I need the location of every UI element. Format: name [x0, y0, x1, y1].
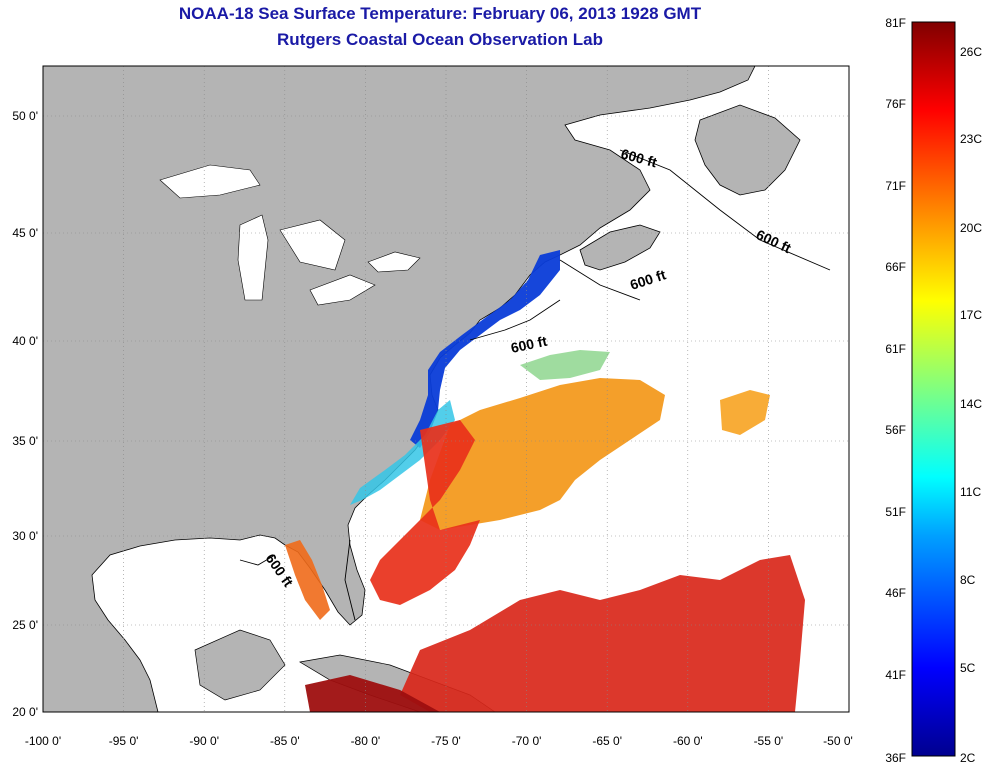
colorbar: [911, 21, 956, 757]
lat-tick-label: 35 0': [12, 434, 38, 448]
colorbar-f-label: 51F: [885, 505, 906, 519]
sst-gulf-stream-orange: [420, 378, 665, 530]
land-nova-scotia: [579, 224, 661, 271]
lon-tick-label: -80 0': [351, 734, 381, 748]
great-lakes: [159, 164, 421, 306]
lon-tick-label: -50 0': [823, 734, 853, 748]
sst-gulf-stream-red: [370, 420, 480, 605]
sst-florida-west: [285, 540, 330, 620]
colorbar-fahrenheit-labels: 81F 76F 71F 66F 61F 56F 51F 46F 41F 36F: [885, 16, 906, 765]
lon-tick-label: -85 0': [270, 734, 300, 748]
colorbar-c-label: 26C: [960, 45, 982, 59]
land-newfoundland: [694, 104, 801, 196]
colorbar-c-label: 23C: [960, 132, 982, 146]
lon-tick-label: -95 0': [109, 734, 139, 748]
sst-coastal-cold: [410, 250, 560, 448]
contour-label: 600 ft: [509, 333, 548, 356]
colorbar-c-label: 17C: [960, 308, 982, 322]
map-frame: [42, 65, 850, 713]
lon-tick-label: -70 0': [512, 734, 542, 748]
sst-sargasso-red: [400, 555, 805, 712]
colorbar-f-label: 41F: [885, 668, 906, 682]
lat-tick-label: 45 0': [12, 226, 38, 240]
lat-tick-label: 50 0': [12, 109, 38, 123]
colorbar-c-label: 2C: [960, 751, 976, 765]
yucatan-land: [194, 629, 286, 701]
map-subtitle: Rutgers Coastal Ocean Observation Lab: [277, 30, 603, 49]
colorbar-c-label: 20C: [960, 221, 982, 235]
contour-600ft: [239, 149, 831, 621]
lon-axis: -100 0' -95 0' -90 0' -85 0' -80 0' -75 …: [25, 734, 853, 748]
lon-tick-label: -100 0': [25, 734, 61, 748]
lon-tick-label: -65 0': [592, 734, 622, 748]
lat-tick-label: 30 0': [12, 529, 38, 543]
lat-tick-label: 25 0': [12, 618, 38, 632]
lon-tick-label: -60 0': [673, 734, 703, 748]
sst-cool-green-patch: [520, 350, 610, 380]
colorbar-celsius-labels: 26C 23C 20C 17C 14C 11C 8C 5C 2C: [960, 45, 982, 765]
sst-shelf-cyan: [350, 400, 455, 505]
colorbar-f-label: 76F: [885, 97, 906, 111]
colorbar-f-label: 71F: [885, 179, 906, 193]
colorbar-f-label: 36F: [885, 751, 906, 765]
colorbar-f-label: 46F: [885, 586, 906, 600]
lat-tick-label: 20 0': [12, 705, 38, 719]
lat-axis: 50 0' 45 0' 40 0' 35 0' 30 0' 25 0' 20 0…: [12, 109, 38, 719]
lon-tick-label: -55 0': [754, 734, 784, 748]
colorbar-c-label: 8C: [960, 573, 976, 587]
sst-caribbean-darkred: [305, 675, 440, 712]
colorbar-f-label: 61F: [885, 342, 906, 356]
lon-tick-label: -75 0': [431, 734, 461, 748]
colorbar-f-label: 66F: [885, 260, 906, 274]
lat-tick-label: 40 0': [12, 334, 38, 348]
colorbar-c-label: 14C: [960, 397, 982, 411]
sst-east-orange-patch: [720, 390, 770, 435]
colorbar-f-label: 81F: [885, 16, 906, 30]
colorbar-c-label: 5C: [960, 661, 976, 675]
colorbar-f-label: 56F: [885, 423, 906, 437]
lon-tick-label: -90 0': [189, 734, 219, 748]
colorbar-c-label: 11C: [960, 485, 981, 499]
map-title: NOAA-18 Sea Surface Temperature: Februar…: [178, 4, 702, 23]
